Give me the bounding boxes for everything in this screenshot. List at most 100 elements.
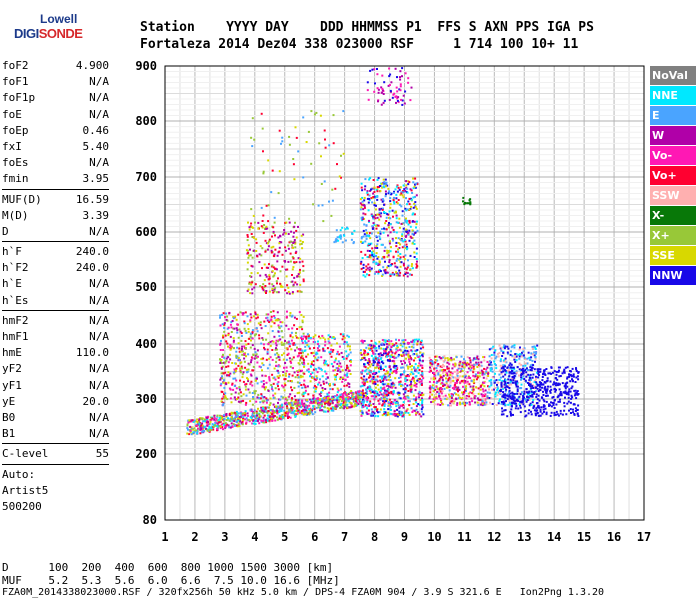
echo-point [414,186,417,189]
echo-point [304,340,307,343]
echo-point [461,391,464,394]
echo-point [266,248,269,251]
echo-point [405,197,407,200]
echo-point [222,312,225,315]
echo-point [203,426,206,429]
echo-point [362,398,364,401]
echo-point [518,395,521,398]
echo-point [392,229,395,231]
echo-point [563,409,566,412]
echo-point [331,388,334,391]
echo-point [503,344,506,347]
echo-point [452,401,455,404]
echo-point [314,387,317,390]
echo-point [279,270,282,273]
echo-point [398,203,401,206]
echo-point [361,393,364,396]
echo-point [364,370,367,373]
echo-point [559,409,562,412]
echo-point [217,418,220,421]
echo-point [530,410,532,413]
echo-point [341,380,344,383]
echo-point [416,183,419,186]
echo-point [374,378,377,381]
echo-point [398,88,401,91]
echo-point [505,394,508,397]
echo-point [363,399,366,402]
echo-point [549,380,552,383]
echo-point [464,386,467,389]
echo-point [402,412,405,415]
echo-point [400,205,403,208]
echo-point [229,335,232,338]
echo-point [527,351,530,354]
echo-point [372,258,375,261]
echo-point [229,358,232,361]
echo-point [261,369,263,372]
echo-point [391,381,394,384]
echo-point [393,273,396,276]
echo-point [293,401,296,404]
param-row: foEp 0.46 [2,123,109,139]
echo-point [233,411,236,414]
echo-point [577,378,580,381]
echo-point [526,362,529,365]
echo-point [228,346,231,349]
echo-point [369,177,372,180]
echo-point [390,354,393,357]
echo-point [555,373,558,376]
param-value: 20.0 [82,394,110,408]
echo-point [327,334,330,337]
echo-point [365,378,368,381]
echo-point [410,198,413,201]
echo-point [368,361,371,363]
param-value: N/A [89,75,109,89]
echo-point [347,396,350,398]
echo-point [265,397,268,400]
echo-point [250,418,253,421]
echo-point [393,410,396,413]
echo-point [416,342,419,345]
echo-point [247,251,250,254]
echo-point [374,383,377,385]
echo-point [367,359,370,362]
echo-point [481,388,484,391]
param-row: h`F 240.0 [2,244,109,260]
echo-point [536,384,539,387]
echo-point [370,344,373,347]
echo-point [331,336,334,339]
echo-point [232,371,235,374]
echo-point [318,393,321,396]
echo-point [246,289,249,292]
echo-point [541,376,544,378]
echo-point [380,354,383,357]
echo-point [256,420,259,422]
echo-point [482,372,484,375]
echo-point [355,392,358,395]
echo-point [418,377,421,380]
echo-point [192,428,195,431]
echo-point [362,378,365,381]
echo-point [285,347,288,350]
echo-point [260,419,263,422]
echo-point [419,364,422,367]
echo-point [493,354,496,356]
echo-point [516,385,519,388]
echo-point [339,370,342,373]
echo-point [248,228,251,231]
echo-point [381,186,384,189]
echo-point [524,415,527,418]
echo-point [543,373,546,376]
echo-point [373,345,376,348]
echo-point [246,414,249,417]
echo-point [405,184,408,187]
echo-point [401,246,404,249]
echo-point [522,370,525,373]
echo-point [495,379,498,382]
echo-point [262,380,265,382]
echo-point [242,380,245,383]
echo-point [389,359,391,362]
echo-point [573,389,576,392]
echo-point [326,363,328,366]
echo-point [537,390,540,392]
